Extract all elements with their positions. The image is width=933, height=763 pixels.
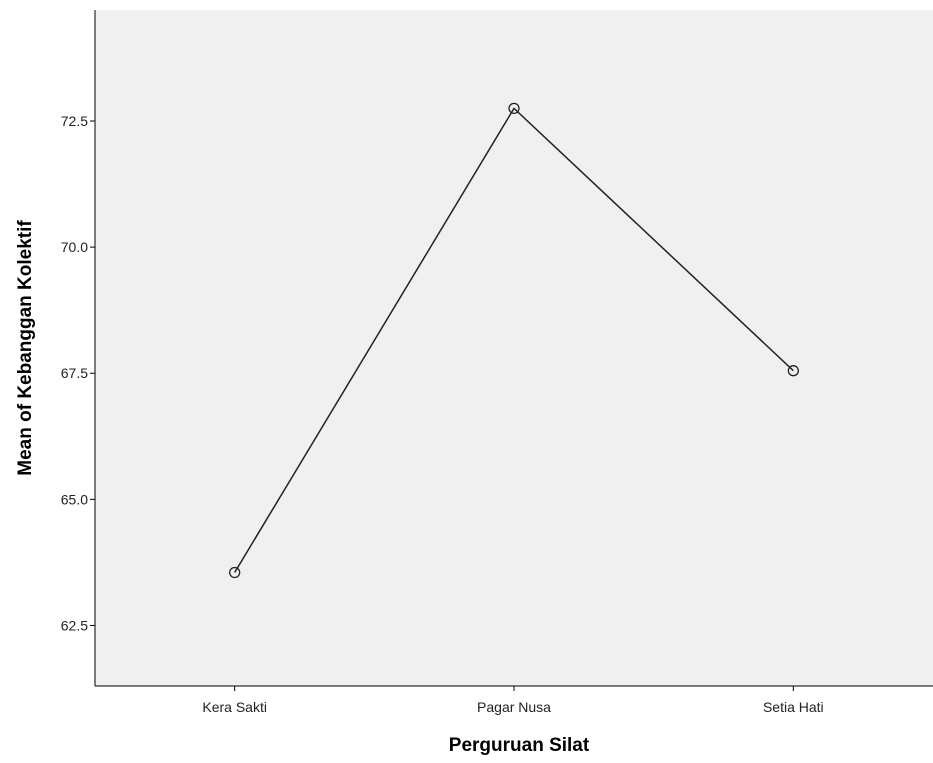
plot-background <box>95 10 933 686</box>
data-point <box>787 365 799 377</box>
x-tick-label: Pagar Nusa <box>477 699 551 715</box>
x-tick-label: Kera Sakti <box>202 699 267 715</box>
y-tick-label: 65.0 <box>61 491 88 507</box>
plot-area <box>95 10 933 686</box>
y-tick-label: 67.5 <box>61 365 88 381</box>
x-axis-title: Perguruan Silat <box>449 735 590 756</box>
x-tick-label: Setia Hati <box>763 699 824 715</box>
y-axis-title: Mean of Kebanggan Kolektif <box>15 220 36 476</box>
series-line <box>234 107 794 573</box>
data-point <box>508 102 520 115</box>
y-tick-label: 70.0 <box>61 239 88 255</box>
y-tick-label: 72.5 <box>61 113 88 129</box>
data-series <box>229 102 799 579</box>
y-tick-label: 62.5 <box>61 617 88 633</box>
axes: 62.5 65.0 67.5 70.0 72.5 Kera Sakti Pagar Nusa… <box>61 10 933 715</box>
data-point <box>229 566 241 579</box>
